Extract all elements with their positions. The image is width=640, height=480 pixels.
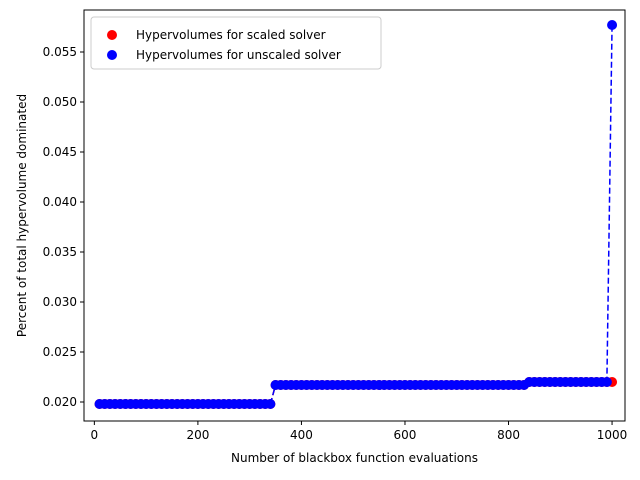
x-tick-label: 600	[394, 428, 417, 442]
legend-label-scaled: Hypervolumes for scaled solver	[136, 28, 326, 42]
y-tick-label: 0.035	[43, 245, 77, 259]
y-axis-label: Percent of total hypervolume dominated	[15, 94, 29, 337]
x-axis-ticks: 0 200 400 600 800 1000	[91, 421, 628, 442]
legend-marker-scaled	[107, 30, 117, 40]
x-axis-label: Number of blackbox function evaluations	[231, 451, 478, 465]
x-tick-label: 800	[497, 428, 520, 442]
data-point	[265, 399, 276, 409]
legend-marker-unscaled	[107, 50, 117, 60]
plot-area	[94, 20, 618, 409]
x-tick-label: 1000	[597, 428, 628, 442]
y-tick-label: 0.055	[43, 45, 77, 59]
axes-frame	[83, 9, 626, 422]
data-point	[601, 377, 612, 387]
y-axis-ticks: 0.020 0.025 0.030 0.035 0.040 0.045 0.050 0.055	[43, 45, 84, 409]
y-tick-label: 0.020	[43, 395, 77, 409]
legend-label-unscaled: Hypervolumes for unscaled solver	[136, 48, 341, 62]
y-tick-label: 0.030	[43, 295, 77, 309]
series-line	[99, 24, 613, 405]
y-tick-label: 0.025	[43, 345, 77, 359]
y-tick-label: 0.050	[43, 95, 77, 109]
x-tick-label: 0	[91, 428, 99, 442]
x-tick-label: 400	[290, 428, 313, 442]
series-1	[94, 20, 618, 409]
y-tick-label: 0.045	[43, 145, 77, 159]
legend: Hypervolumes for scaled solver Hypervolu…	[90, 16, 382, 70]
data-point	[607, 20, 618, 30]
y-tick-label: 0.040	[43, 195, 77, 209]
x-tick-label: 200	[186, 428, 209, 442]
legend-box	[90, 16, 382, 70]
